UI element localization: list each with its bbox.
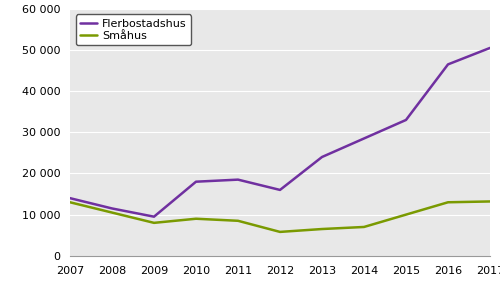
Småhus (109, 211, 115, 214)
Småhus (361, 225, 367, 229)
Flerbostadshus (235, 178, 241, 181)
Småhus (487, 200, 493, 203)
Småhus (319, 227, 325, 231)
Småhus (403, 213, 409, 216)
Flerbostadshus (151, 215, 157, 218)
Småhus (193, 217, 199, 220)
Flerbostadshus (403, 118, 409, 122)
Småhus (235, 219, 241, 223)
Flerbostadshus (487, 46, 493, 50)
Småhus (151, 221, 157, 225)
Småhus (277, 230, 283, 234)
Flerbostadshus (361, 137, 367, 140)
Flerbostadshus (109, 207, 115, 210)
Flerbostadshus (445, 63, 451, 66)
Flerbostadshus (277, 188, 283, 192)
Flerbostadshus (193, 180, 199, 183)
Line: Flerbostadshus: Flerbostadshus (70, 48, 490, 217)
Småhus (67, 201, 73, 204)
Legend: Flerbostadshus, Småhus: Flerbostadshus, Småhus (76, 14, 192, 46)
Flerbostadshus (319, 155, 325, 159)
Flerbostadshus (67, 196, 73, 200)
Line: Småhus: Småhus (70, 201, 490, 232)
Småhus (445, 201, 451, 204)
